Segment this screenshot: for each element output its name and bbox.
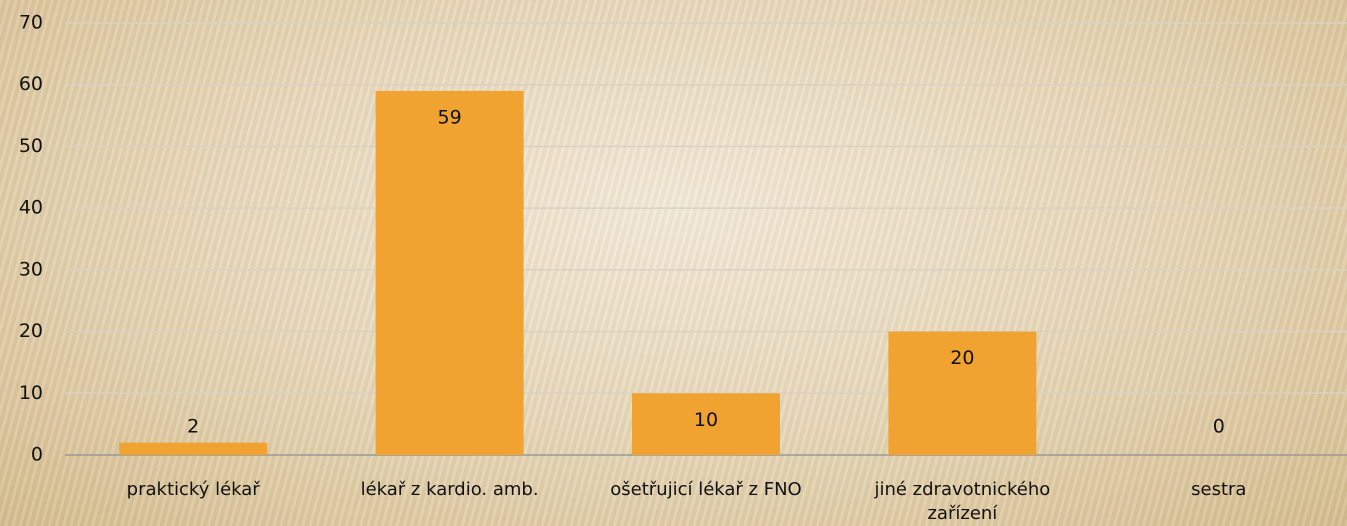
y-tick-label: 70: [19, 12, 43, 34]
y-tick-label: 0: [31, 444, 43, 466]
data-label: 2: [187, 416, 199, 438]
x-tick-label: lékař z kardio. amb.: [360, 479, 539, 500]
bar: [888, 331, 1037, 455]
data-label: 20: [950, 347, 974, 369]
bar: [375, 90, 524, 455]
data-label: 59: [438, 106, 462, 128]
bar: [632, 393, 780, 455]
bar: [119, 442, 268, 455]
y-tick-label: 50: [19, 135, 43, 157]
data-label: 0: [1213, 416, 1225, 438]
y-tick-label: 20: [19, 320, 43, 342]
y-tick-label: 60: [19, 73, 43, 95]
y-tick-label: 30: [19, 258, 43, 280]
x-tick-label: praktický lékař: [126, 479, 260, 500]
x-tick-label: jiné zdravotnického zařízení: [874, 479, 1051, 524]
y-tick-label: 10: [19, 382, 43, 404]
data-label: 10: [694, 409, 718, 431]
x-tick-label: ošetřujicí lékař z FNO: [610, 479, 802, 500]
x-tick-label: sestra: [1191, 479, 1247, 500]
y-tick-label: 40: [19, 197, 43, 219]
